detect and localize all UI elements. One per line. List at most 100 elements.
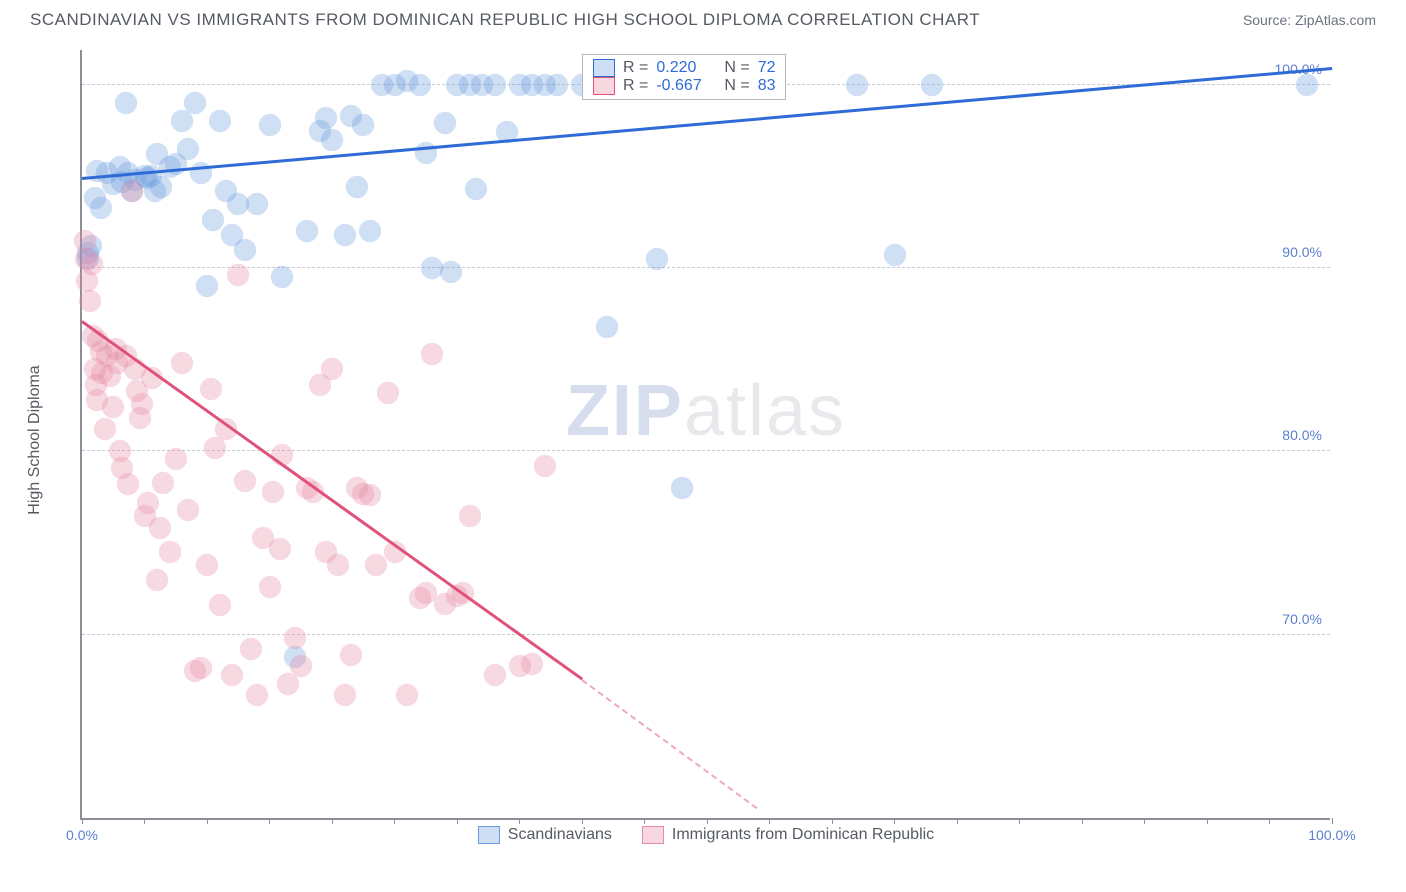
x-tick-mark [1019, 818, 1020, 824]
r-label: R = [623, 77, 648, 95]
data-point [228, 265, 248, 285]
x-tick-mark [894, 818, 895, 824]
data-point [118, 474, 138, 494]
data-point [1297, 75, 1317, 95]
data-point [132, 394, 152, 414]
x-tick-mark [1207, 818, 1208, 824]
data-point [153, 473, 173, 493]
data-point [410, 75, 430, 95]
data-point [122, 181, 142, 201]
data-point [466, 179, 486, 199]
n-value: 72 [758, 59, 776, 77]
x-tick-mark [769, 818, 770, 824]
data-point [347, 177, 367, 197]
x-tick-mark [394, 818, 395, 824]
data-point [441, 262, 461, 282]
data-point [335, 685, 355, 705]
x-tick-mark [82, 818, 83, 824]
data-point [285, 628, 305, 648]
data-point [210, 111, 230, 131]
x-tick-mark [957, 818, 958, 824]
plot-area: ZIPatlas 70.0%80.0%90.0%100.0%0.0%100.0%… [80, 50, 1330, 820]
trend-line [581, 679, 757, 809]
data-point [172, 111, 192, 131]
x-tick-mark [644, 818, 645, 824]
x-tick-mark [1269, 818, 1270, 824]
data-point [322, 130, 342, 150]
data-point [147, 570, 167, 590]
data-point [203, 210, 223, 230]
data-point [247, 685, 267, 705]
watermark: ZIPatlas [566, 370, 846, 452]
data-point [205, 438, 225, 458]
data-point [91, 198, 111, 218]
data-point [166, 449, 186, 469]
data-point [422, 258, 442, 278]
source-attribution: Source: ZipAtlas.com [1243, 12, 1376, 28]
data-point [241, 639, 261, 659]
watermark-atlas: atlas [684, 371, 846, 451]
chart-title: SCANDINAVIAN VS IMMIGRANTS FROM DOMINICA… [30, 10, 980, 30]
data-point [322, 359, 342, 379]
data-point [485, 75, 505, 95]
data-point [260, 115, 280, 135]
data-point [522, 654, 542, 674]
grid-line [82, 267, 1330, 268]
data-point [397, 685, 417, 705]
data-point [278, 674, 298, 694]
data-point [228, 194, 248, 214]
data-point [435, 113, 455, 133]
data-point [150, 518, 170, 538]
data-point [75, 231, 95, 251]
n-label: N = [724, 59, 749, 77]
data-point [260, 577, 280, 597]
data-point [116, 93, 136, 113]
x-tick-mark [269, 818, 270, 824]
legend-item: Scandinavians [478, 826, 612, 844]
data-point [272, 267, 292, 287]
data-point [191, 658, 211, 678]
data-point [178, 139, 198, 159]
y-axis-title: High School Diploma [26, 365, 44, 514]
x-tick-mark [457, 818, 458, 824]
r-label: R = [623, 59, 648, 77]
data-point [485, 665, 505, 685]
r-value: -0.667 [656, 77, 716, 95]
x-tick-mark [832, 818, 833, 824]
legend-label: Immigrants from Dominican Republic [672, 826, 934, 844]
x-tick-mark [1144, 818, 1145, 824]
data-point [378, 383, 398, 403]
data-point [82, 254, 102, 274]
data-point [885, 245, 905, 265]
chart-container: High School Diploma ZIPatlas 70.0%80.0%9… [30, 40, 1380, 840]
data-point [291, 656, 311, 676]
n-value: 83 [758, 77, 776, 95]
data-point [460, 506, 480, 526]
data-point [341, 645, 361, 665]
data-point [366, 555, 386, 575]
legend-swatch [593, 77, 615, 95]
r-value: 0.220 [656, 59, 716, 77]
x-tick-mark [519, 818, 520, 824]
n-label: N = [724, 77, 749, 95]
data-point [197, 276, 217, 296]
grid-line [82, 634, 1330, 635]
data-point [335, 225, 355, 245]
y-tick-label: 90.0% [1282, 244, 1322, 260]
data-point [197, 555, 217, 575]
legend-row: R = 0.220 N = 72 [593, 59, 775, 77]
x-tick-mark [144, 818, 145, 824]
data-point [201, 379, 221, 399]
x-tick-mark [1082, 818, 1083, 824]
legend-swatch [642, 826, 664, 844]
data-point [80, 291, 100, 311]
correlation-legend: R = 0.220 N = 72 R = -0.667 N = 83 [582, 54, 786, 100]
x-tick-mark [332, 818, 333, 824]
y-tick-label: 70.0% [1282, 611, 1322, 627]
data-point [138, 493, 158, 513]
data-point [547, 75, 567, 95]
data-point [316, 108, 336, 128]
data-point [95, 419, 115, 439]
data-point [235, 471, 255, 491]
data-point [270, 539, 290, 559]
